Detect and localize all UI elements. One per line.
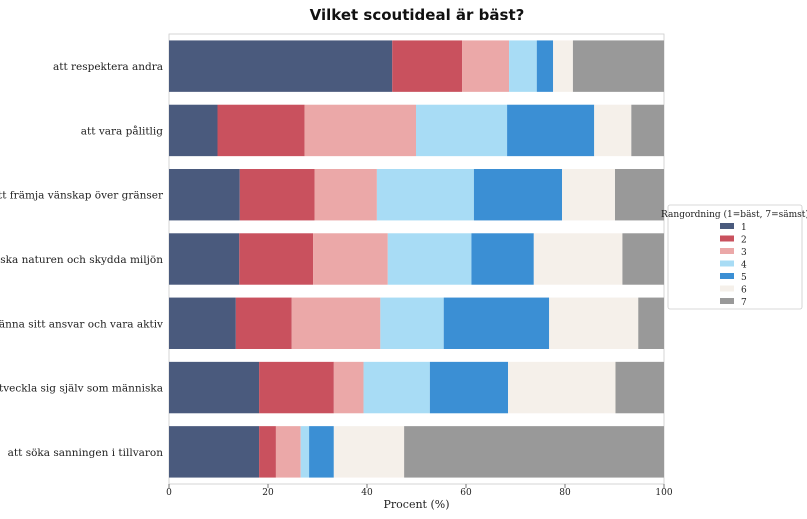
x-tick-label: 60	[460, 488, 472, 498]
bar-segment-4-rank-7	[622, 233, 664, 285]
bar-segment-3-rank-1	[169, 169, 240, 221]
bar-segment-5-rank-5	[443, 297, 550, 349]
legend-swatch-4	[720, 260, 734, 267]
legend-swatch-2	[720, 235, 734, 242]
bar-segment-7-rank-2	[259, 426, 276, 478]
category-label: att utveckla sig själv som människa	[0, 383, 163, 395]
legend-swatch-5	[720, 273, 734, 279]
bar-segment-7-rank-1	[169, 426, 260, 478]
bar-segment-1-rank-1	[169, 40, 393, 92]
legend-swatch-7	[720, 298, 734, 304]
bar-segment-7-rank-4	[300, 426, 310, 478]
bars-group	[169, 40, 664, 478]
bar-segment-5-rank-7	[638, 297, 664, 349]
bar-segment-7-rank-3	[275, 426, 301, 478]
bar-segment-7-rank-7	[404, 426, 664, 478]
bar-segment-3-rank-4	[376, 169, 474, 221]
bar-segment-6-rank-3	[333, 361, 364, 414]
bar-segment-5-rank-4	[380, 297, 444, 349]
bar-segment-3-rank-7	[614, 169, 664, 221]
bar-segment-3-rank-5	[473, 169, 563, 221]
bar-segment-6-rank-7	[615, 361, 664, 414]
legend-swatch-1	[720, 223, 734, 229]
bar-segment-7-rank-5	[309, 426, 334, 478]
bar-segment-5-rank-6	[549, 297, 639, 349]
bar-segment-2-rank-6	[594, 104, 632, 157]
bar-segment-2-rank-5	[507, 104, 595, 157]
x-tick-label: 20	[262, 488, 274, 498]
category-label: att vara pålitlig	[81, 124, 163, 137]
legend: Rangordning (1=bäst, 7=sämst) 1 2 3 4 5 6 7	[661, 204, 807, 310]
legend-label-1: 1	[741, 223, 747, 233]
x-tick-label: 100	[655, 488, 672, 498]
category-label: att söka sanningen i tillvaron	[8, 447, 164, 459]
category-labels: att respektera andra att vara pålitlig att…	[0, 61, 164, 459]
legend-items: 1 2 3 4 5 6 7	[720, 223, 747, 308]
bar-segment-2-rank-2	[217, 104, 305, 157]
legend-swatch-6	[720, 285, 734, 292]
bar-segment-6-rank-2	[259, 361, 334, 414]
bar-segment-1-rank-3	[462, 40, 510, 92]
bar-segment-5-rank-2	[235, 297, 292, 349]
bar-segment-3-rank-6	[562, 169, 615, 221]
bar-segment-7-rank-6	[333, 426, 405, 478]
bar-segment-6-rank-1	[169, 361, 260, 414]
legend-label-2: 2	[741, 236, 747, 246]
x-tick-label: 0	[166, 488, 172, 498]
category-label: att främja vänskap över gränser	[0, 190, 164, 202]
legend-label-6: 6	[741, 286, 747, 296]
bar-segment-6-rank-6	[508, 361, 616, 414]
bar-segment-4-rank-1	[169, 233, 240, 285]
bar-segment-3-rank-2	[239, 169, 315, 221]
legend-label-7: 7	[741, 298, 747, 308]
bar-segment-5-rank-1	[169, 297, 236, 349]
category-label: att respektera andra	[53, 61, 163, 73]
bar-segment-2-rank-1	[169, 104, 218, 157]
chart-title: Vilket scoutideal är bäst?	[310, 6, 525, 24]
bar-segment-1-rank-5	[536, 40, 554, 92]
bar-segment-6-rank-4	[363, 361, 430, 414]
bar-segment-5-rank-3	[291, 297, 381, 349]
bar-segment-2-rank-7	[631, 104, 664, 157]
category-label: att älska naturen och skydda miljön	[0, 254, 163, 266]
legend-box	[667, 204, 803, 310]
bar-segment-3-rank-3	[314, 169, 377, 221]
bar-segment-2-rank-3	[304, 104, 417, 157]
legend-label-3: 3	[741, 248, 747, 258]
legend-label-4: 4	[741, 261, 747, 271]
bar-segment-4-rank-5	[471, 233, 534, 285]
bar-segment-4-rank-6	[533, 233, 623, 285]
bar-segment-1-rank-4	[509, 40, 537, 92]
bar-segment-4-rank-4	[387, 233, 472, 285]
x-tick-label: 80	[559, 488, 571, 498]
bar-segment-4-rank-3	[313, 233, 388, 285]
bar-segment-4-rank-2	[239, 233, 314, 285]
bar-segment-1-rank-2	[392, 40, 463, 92]
legend-label-5: 5	[741, 273, 747, 283]
legend-swatch-3	[720, 248, 734, 254]
x-axis-label: Procent (%)	[384, 498, 450, 511]
bar-segment-1-rank-7	[572, 40, 664, 92]
bar-segment-6-rank-5	[429, 361, 509, 414]
bar-segment-2-rank-4	[416, 104, 508, 157]
bar-segment-1-rank-6	[553, 40, 573, 92]
legend-title: Rangordning (1=bäst, 7=sämst)	[661, 209, 807, 220]
category-label: att känna sitt ansvar och vara aktiv	[0, 318, 163, 330]
x-ticks: 0 20 40 60 80 100	[166, 484, 673, 498]
x-tick-label: 40	[361, 488, 373, 498]
